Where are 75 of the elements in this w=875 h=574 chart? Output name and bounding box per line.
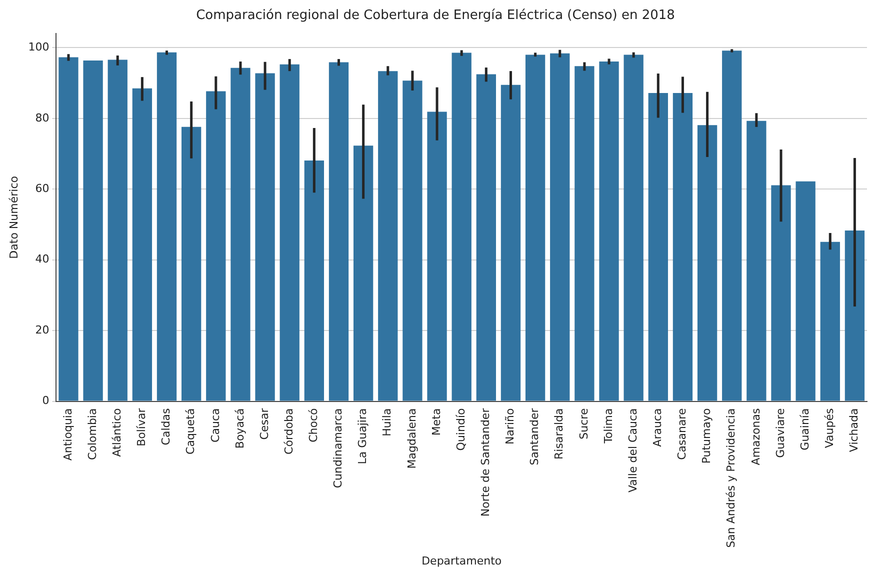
bar <box>83 60 103 401</box>
bar <box>525 54 546 401</box>
x-tick-label: Vichada <box>848 408 861 452</box>
bar <box>452 52 472 401</box>
x-tick-label: Nariño <box>504 408 517 445</box>
bar <box>746 120 766 401</box>
bar <box>58 57 78 401</box>
bar <box>156 52 177 401</box>
x-tick-label: Vaupés <box>823 408 836 448</box>
x-tick-label: Atlántico <box>110 408 124 457</box>
x-tick-label: Caldas <box>160 408 173 446</box>
x-tick-label: Meta <box>430 408 443 436</box>
bar <box>108 60 128 401</box>
bar <box>500 84 521 401</box>
x-tick-label: Quindío <box>454 408 468 451</box>
bar <box>132 88 152 401</box>
x-tick-label: Norte de Santander <box>479 408 492 517</box>
x-tick-label: Guainía <box>798 408 812 450</box>
x-tick-label: Chocó <box>307 408 320 442</box>
bar <box>280 64 300 401</box>
bar <box>648 92 668 401</box>
y-tick-label: 100 <box>28 40 50 54</box>
x-tick-label: Tolima <box>602 408 615 444</box>
bar <box>304 160 324 401</box>
x-tick-label: Arauca <box>651 408 664 447</box>
x-tick-label: Antioquia <box>61 408 74 461</box>
x-tick-label: Putumayo <box>700 408 714 464</box>
x-tick-label: Huila <box>380 408 394 436</box>
y-tick-label: 0 <box>42 394 50 408</box>
bar <box>378 71 398 401</box>
bar <box>550 53 570 401</box>
bar <box>353 146 374 401</box>
x-tick-label: Córdoba <box>282 408 296 454</box>
x-tick-label: Casanare <box>676 408 689 460</box>
x-tick-label: Cundinamarca <box>332 408 345 488</box>
bar <box>820 242 840 401</box>
x-tick-label: Cesar <box>258 408 271 440</box>
x-tick-label: Sucre <box>577 408 590 440</box>
x-tick-label: Bolívar <box>135 408 148 446</box>
x-tick-label: Valle del Cauca <box>626 408 640 493</box>
x-tick-label: Colombia <box>86 408 99 460</box>
x-tick-label: Magdalena <box>405 408 418 469</box>
x-tick-label: Cauca <box>208 408 222 442</box>
y-tick-label: 80 <box>35 111 50 124</box>
bar <box>328 62 349 401</box>
bar <box>230 68 250 401</box>
bar <box>182 126 202 401</box>
y-tick-label: 20 <box>35 323 50 336</box>
x-axis-title: Departamento <box>422 554 502 568</box>
y-tick-label: 40 <box>35 252 50 266</box>
x-tick-label: San Andrés y Providencia <box>724 408 738 548</box>
bar <box>255 73 275 401</box>
bar <box>722 50 742 401</box>
x-tick-label: Boyacá <box>233 408 246 449</box>
x-tick-label: Santander <box>528 408 542 466</box>
bar <box>697 125 718 401</box>
bar <box>599 62 619 401</box>
y-tick-label: 60 <box>35 182 50 196</box>
bar <box>672 92 693 401</box>
bar <box>796 181 816 401</box>
bar <box>402 80 422 401</box>
bar <box>844 230 865 401</box>
x-tick-label: Guaviare <box>774 408 787 458</box>
x-tick-label: Risaralda <box>552 408 566 460</box>
bar <box>771 185 791 401</box>
bar <box>427 112 447 401</box>
bar <box>574 66 594 401</box>
bar <box>476 74 496 401</box>
x-tick-label: La Guajira <box>356 408 370 464</box>
x-tick-label: Caquetá <box>184 408 198 454</box>
bar <box>624 54 644 401</box>
x-tick-label: Amazonas <box>749 408 762 466</box>
chart-title: Comparación regional de Cobertura de Energía Eléctrica (Censo) en 2018 <box>196 8 675 24</box>
y-axis-title: Dato Numérico <box>7 176 20 259</box>
bar <box>206 91 226 401</box>
